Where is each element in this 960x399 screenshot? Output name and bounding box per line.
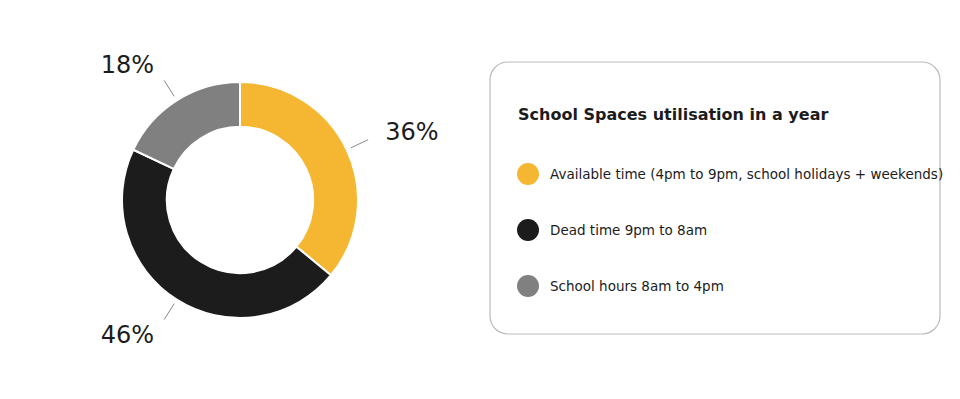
legend-label: School hours 8am to 4pm — [550, 278, 724, 294]
data-labels: 36% 46% 18% — [101, 51, 439, 350]
data-label: 18% — [101, 51, 154, 79]
leader-line — [164, 80, 174, 96]
legend: School Spaces utilisation in a year Avail… — [490, 62, 943, 334]
legend-swatch — [517, 163, 539, 185]
data-label: 36% — [385, 118, 438, 146]
slices — [122, 82, 358, 318]
leader-line — [351, 140, 368, 148]
slice — [122, 150, 331, 318]
legend-swatch — [517, 219, 539, 241]
legend-label: Available time (4pm to 9pm, school holid… — [550, 166, 943, 182]
chart: 36% 46% 18% School Spaces utilisation in a … — [0, 0, 960, 399]
legend-label: Dead time 9pm to 8am — [550, 222, 707, 238]
data-label: 46% — [101, 321, 154, 349]
title: School Spaces utilisation in a year — [518, 105, 828, 124]
slice — [240, 82, 358, 275]
slice — [133, 82, 240, 169]
legend-swatch — [517, 275, 539, 297]
leader-line — [164, 304, 174, 320]
legend-box — [490, 62, 940, 334]
